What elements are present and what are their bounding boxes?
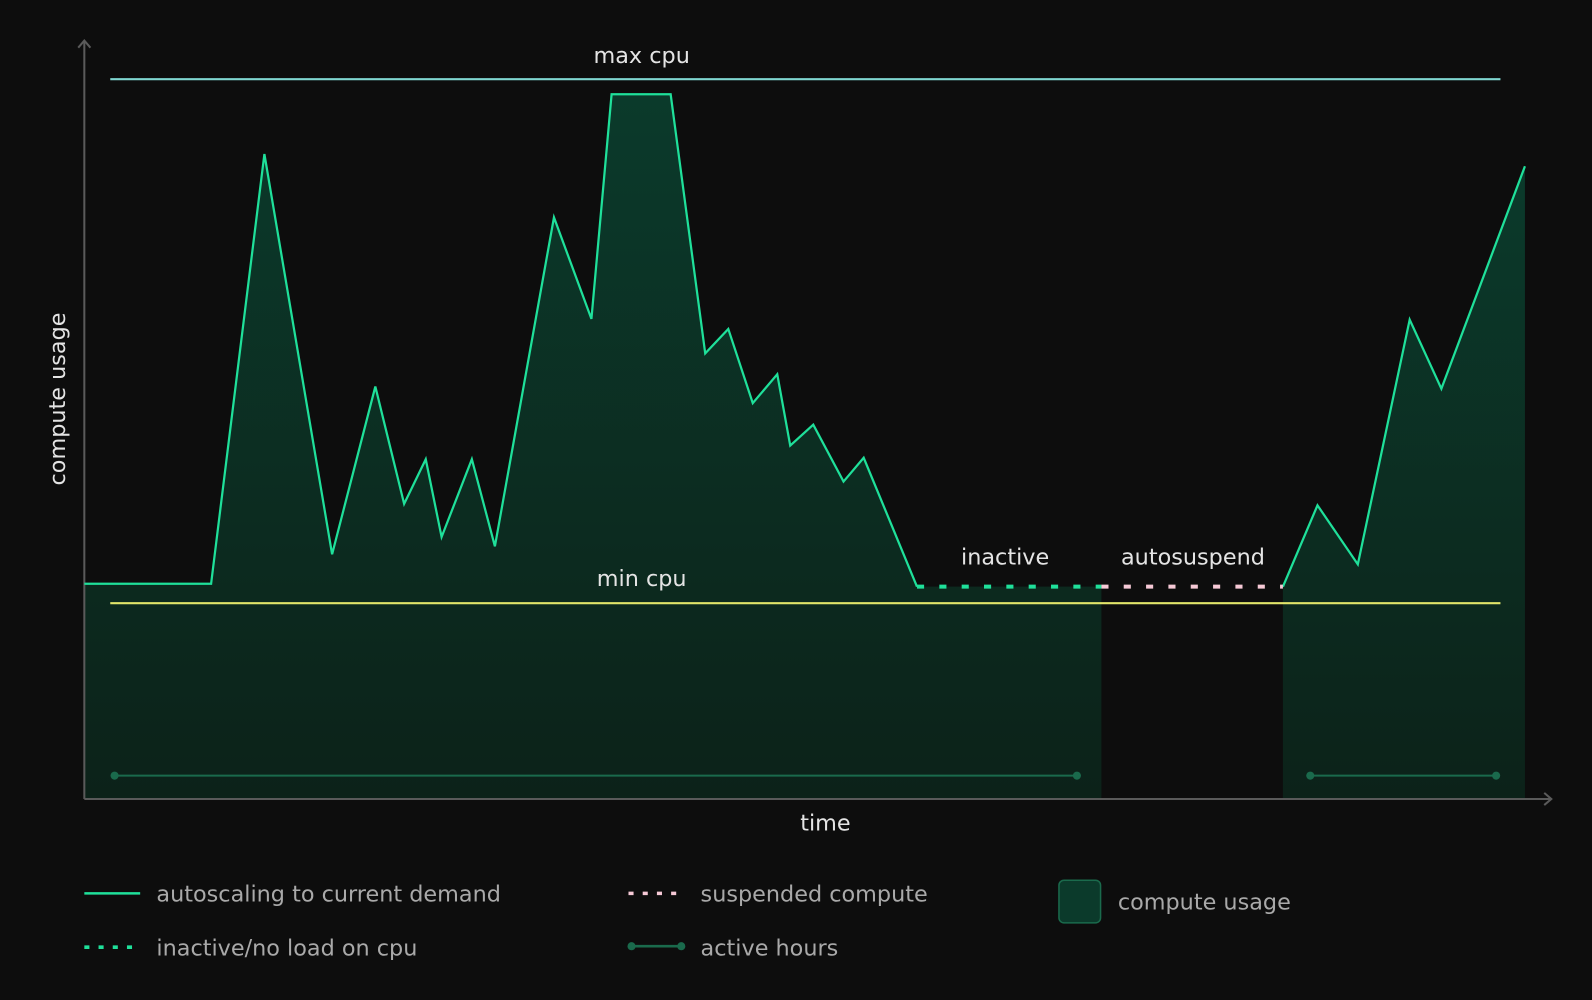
- legend-swatch-fill: [1058, 879, 1102, 924]
- legend-item-autoscaling: autoscaling to current demand: [84, 882, 501, 908]
- legend-label: autoscaling to current demand: [156, 882, 501, 908]
- y-axis-label: compute usage: [45, 312, 71, 485]
- compute-usage-area: [84, 94, 1102, 799]
- legend-label: compute usage: [1118, 890, 1291, 916]
- x-axis-arrow-icon: [1543, 792, 1553, 806]
- legend-label: suspended compute: [701, 882, 928, 908]
- legend-swatch-dot: [627, 942, 636, 951]
- legend-item-suspended: suspended compute: [628, 882, 928, 908]
- legend-item-usage: compute usage: [1058, 879, 1291, 924]
- legend-item-inactive: inactive/no load on cpu: [84, 935, 417, 961]
- autosuspend-label: autosuspend: [1121, 544, 1265, 570]
- autoscaling-line: [1281, 165, 1526, 588]
- active-hours-dot: [1306, 771, 1315, 780]
- legend-item-active-hours: active hours: [627, 935, 838, 961]
- x-axis-label: time: [800, 810, 850, 836]
- inactive-label: inactive: [961, 544, 1049, 570]
- active-hours-dot: [1492, 771, 1501, 780]
- legend-label: inactive/no load on cpu: [156, 935, 417, 961]
- y-axis-arrow-icon: [77, 39, 92, 49]
- active-hours-dot: [110, 771, 119, 780]
- legend-label: active hours: [701, 935, 839, 961]
- autoscaling-line: [84, 93, 919, 588]
- min-cpu-label: min cpu: [597, 566, 687, 592]
- legend-swatch-dot: [677, 942, 686, 951]
- legend: autoscaling to current demand suspended …: [84, 879, 1291, 961]
- max-cpu-label: max cpu: [594, 43, 690, 69]
- active-hours-dot: [1072, 771, 1081, 780]
- compute-usage-area: [1282, 166, 1525, 799]
- axes: [77, 39, 1553, 806]
